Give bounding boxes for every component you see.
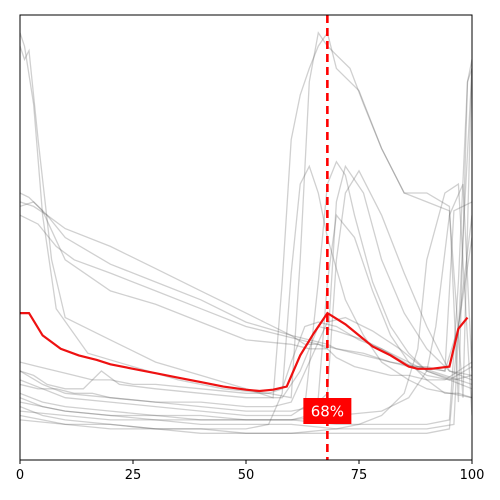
marker-label-box — [303, 398, 352, 424]
background-series-line — [20, 201, 472, 372]
background-series-line — [20, 160, 472, 417]
background-series-line — [20, 213, 472, 421]
background-series-line — [20, 68, 472, 430]
background-series-line — [20, 31, 472, 399]
background-series-line — [20, 164, 472, 377]
background-series-line — [20, 214, 472, 372]
x-axis: 0 25 50 75 100 — [16, 460, 485, 483]
background-series-line — [20, 182, 472, 434]
background-series-line — [20, 164, 472, 430]
background-series-line — [20, 31, 472, 403]
x-tick-label: 0 — [16, 468, 24, 483]
background-series-line — [20, 237, 472, 434]
plot-area — [20, 15, 472, 460]
background-series-line — [20, 316, 472, 408]
marker-label: 68% — [311, 403, 344, 421]
background-series-line — [20, 321, 472, 394]
highlight-series-group — [20, 311, 469, 393]
background-series-line — [20, 201, 472, 381]
background-series-line — [20, 59, 472, 426]
x-tick-label: 75 — [351, 468, 368, 483]
x-tick-label: 100 — [460, 468, 485, 483]
highlight-series-line — [20, 311, 469, 393]
background-series-group — [20, 31, 472, 434]
x-tick-label: 25 — [125, 468, 142, 483]
x-tick-label: 50 — [238, 468, 255, 483]
background-series-line — [20, 325, 472, 399]
